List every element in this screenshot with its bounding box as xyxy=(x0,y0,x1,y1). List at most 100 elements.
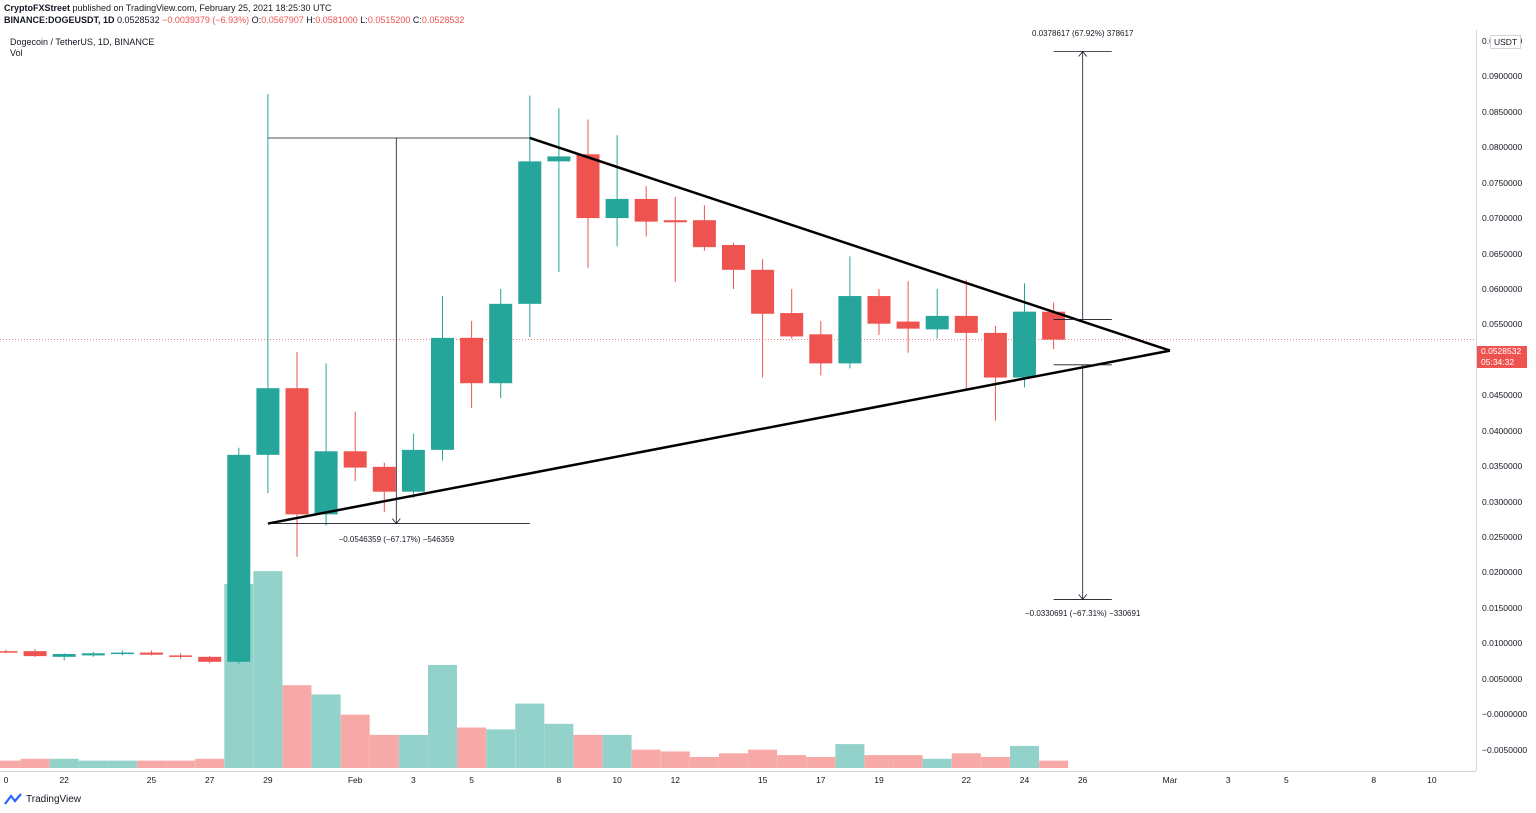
candle-body xyxy=(547,156,571,162)
volume-bar xyxy=(573,734,603,768)
candle-body xyxy=(780,313,804,337)
volume-bar xyxy=(195,758,225,768)
price-axis[interactable]: 0.09500000.09000000.08500000.08000000.07… xyxy=(1476,30,1536,771)
price-tick-label: 0.0700000 xyxy=(1482,213,1523,224)
volume-bar xyxy=(137,760,166,768)
legend-volume: Vol xyxy=(10,48,23,58)
volume-bar xyxy=(369,734,399,768)
ohlc-open: 0.0567907 xyxy=(261,15,304,25)
price-tick-label: 0.0650000 xyxy=(1482,248,1523,259)
candle-body xyxy=(401,449,425,492)
time-tick-label: 8 xyxy=(1371,775,1377,785)
candle-body xyxy=(634,198,658,222)
time-tick-label: 8 xyxy=(556,775,562,785)
time-tick-label: Mar xyxy=(1162,775,1178,785)
candle-body xyxy=(518,161,542,304)
upper-trendline xyxy=(529,136,1171,352)
time-tick-label: 0 xyxy=(3,775,9,785)
chart-plot-area[interactable] xyxy=(0,30,1476,771)
candle-body xyxy=(81,653,105,656)
tradingview-logo[interactable]: TradingView xyxy=(4,793,81,805)
candle-body xyxy=(1013,311,1036,378)
volume-bar xyxy=(631,749,661,768)
time-tick-label: 10 xyxy=(1427,775,1437,785)
volume-bar xyxy=(457,727,487,768)
countdown-timer: 05:34:32 xyxy=(1481,357,1515,367)
volume-bar xyxy=(0,760,21,768)
candle-body xyxy=(198,656,222,662)
price-tick-label: 0.0400000 xyxy=(1482,425,1523,436)
time-tick-label: 26 xyxy=(1077,775,1088,785)
candle-body xyxy=(169,655,193,657)
time-tick-label: 5 xyxy=(1284,775,1289,785)
candle-body xyxy=(285,388,309,515)
unit-label[interactable]: USDT xyxy=(1490,35,1522,49)
volume-bar xyxy=(777,755,807,768)
volume-bar xyxy=(1010,745,1039,768)
footer-brand: TradingView xyxy=(26,793,82,805)
volume-bar xyxy=(311,694,341,768)
volume-bar xyxy=(719,753,748,768)
time-tick-label: 17 xyxy=(816,775,826,785)
volume-bar xyxy=(107,760,137,768)
legend-title: Dogecoin / TetherUS, 1D, BINANCE xyxy=(10,37,155,47)
price-tick-label: 0.0550000 xyxy=(1482,319,1523,330)
lower-trendline xyxy=(267,349,1171,525)
volume-bar xyxy=(951,753,981,768)
time-tick-label: 27 xyxy=(204,775,215,785)
candle-body xyxy=(489,303,513,384)
candle-body xyxy=(692,220,716,248)
candle-body xyxy=(751,269,775,314)
candle-body xyxy=(0,651,18,653)
time-tick-label: 3 xyxy=(1225,775,1231,785)
volume-bar xyxy=(660,751,690,768)
ohlc-low: 0.0515200 xyxy=(367,15,411,25)
volume-bar xyxy=(602,734,632,768)
candle-body xyxy=(663,220,687,223)
volume-bar xyxy=(166,760,196,768)
price-tick-label: 0.0800000 xyxy=(1482,142,1523,153)
volume-bar xyxy=(748,749,778,768)
price-tick-label: −0.0050000 xyxy=(1482,744,1528,755)
candlestick-chart[interactable] xyxy=(0,30,1476,771)
volume-bar xyxy=(78,760,108,768)
time-tick-label: 5 xyxy=(469,775,474,785)
candle-body xyxy=(925,315,949,330)
price-tick-label: 0.0150000 xyxy=(1482,602,1523,613)
time-tick-label: 29 xyxy=(263,775,273,785)
volume-bar xyxy=(835,744,865,768)
last-price: 0.0528532 xyxy=(117,15,160,25)
volume-bar xyxy=(486,729,516,768)
price-change: −0.0039379 (−6.93%) xyxy=(162,15,250,25)
candle-body xyxy=(431,337,454,450)
volume-bar xyxy=(49,758,79,768)
publish-line: CryptoFXStreet published on TradingView.… xyxy=(4,3,332,13)
candle-body xyxy=(256,388,280,455)
candle-body xyxy=(983,332,1007,378)
candle-body xyxy=(314,451,338,515)
time-axis[interactable]: 0 22 25 27 29 Feb 3 5 8 10 12 15 17 19 22 24 26 Mar 3 5 8 10 xyxy=(0,771,1476,788)
candle-body xyxy=(838,296,862,364)
price-tick-label: 0.0600000 xyxy=(1482,283,1523,294)
volume-bar xyxy=(980,756,1010,768)
time-tick-label: 10 xyxy=(612,775,622,785)
volume-bar xyxy=(340,714,370,768)
candle-body xyxy=(23,651,47,657)
candle-body xyxy=(52,653,76,657)
candle-body xyxy=(605,198,629,219)
measure-down-arrowhead xyxy=(1078,594,1088,601)
candle-body xyxy=(954,315,978,333)
volume-bar xyxy=(20,758,50,768)
price-tick-label: 0.0200000 xyxy=(1482,567,1523,578)
last-price-tag: 0.0528532 05:34:32 xyxy=(1477,346,1527,368)
ohlc-line: BINANCE:DOGEUSDT, 1D 0.0528532 −0.003937… xyxy=(4,15,465,25)
volume-bar xyxy=(515,703,545,768)
last-price-tag-value: 0.0528532 xyxy=(1481,346,1522,356)
candle-body xyxy=(722,245,745,270)
price-tick-label: 0.0750000 xyxy=(1482,177,1523,188)
price-tick-label: 0.0250000 xyxy=(1482,532,1523,543)
publisher-name[interactable]: CryptoFXStreet xyxy=(4,3,71,13)
candle-body xyxy=(460,337,484,384)
candle-body xyxy=(1042,311,1066,340)
time-tick-label: 22 xyxy=(59,775,69,785)
